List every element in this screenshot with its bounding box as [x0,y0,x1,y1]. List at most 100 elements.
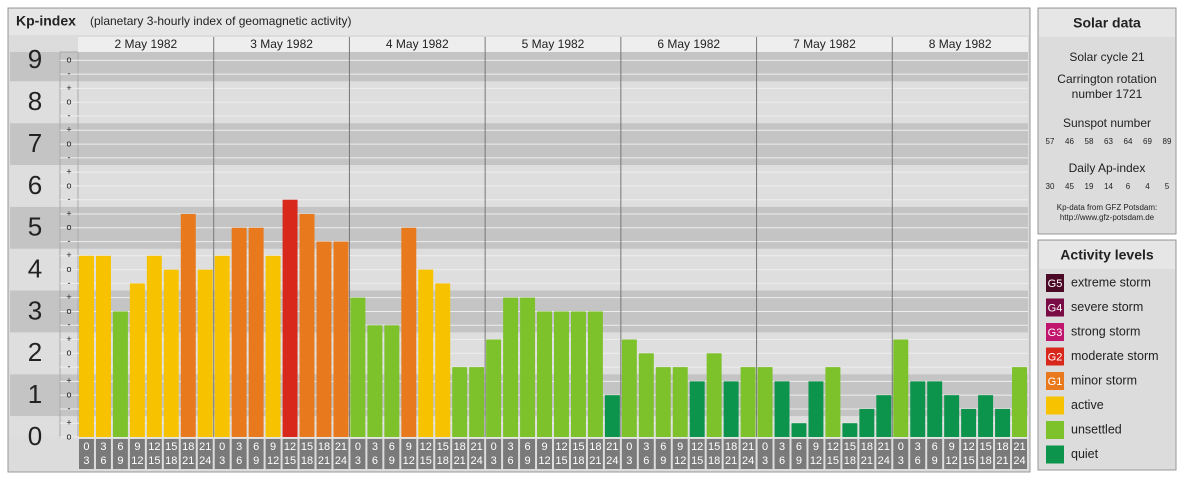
ap-value: 4 [1145,182,1150,191]
hour-from: 6 [796,441,802,453]
legend-swatch [1046,372,1064,390]
hour-box [655,439,671,469]
bar [774,381,790,437]
hour-from: 21 [1013,441,1025,453]
hour-box [876,439,892,469]
bar [723,381,739,437]
bar [791,423,807,437]
hour-to: 24 [742,455,754,467]
hour-to: 9 [932,455,938,467]
legend-code: G1 [1048,376,1063,388]
hour-box [554,439,569,469]
hour-box [299,439,315,469]
hour-to: 18 [165,455,177,467]
hour-box [825,439,841,469]
hour-from: 0 [762,441,768,453]
hour-box [401,439,417,469]
bar [757,367,773,437]
bar [197,269,213,437]
y-subtick-label: + [66,208,71,218]
hour-box [808,439,824,469]
chart-subtitle: (planetary 3-hourly index of geomagnetic… [90,14,351,28]
y-subtick-label: o [66,180,71,190]
hour-from: 12 [148,441,160,453]
hour-from: 3 [100,441,106,453]
hour-box [570,439,586,469]
hour-from: 9 [541,441,547,453]
hour-to: 9 [253,455,259,467]
sunspot-value: 58 [1085,137,1094,146]
hour-box [774,439,790,469]
hour-box [163,439,179,469]
hour-from: 6 [389,441,395,453]
bar [825,367,841,437]
hour-to: 12 [131,455,143,467]
legend-label: minor storm [1071,373,1137,387]
hour-to: 15 [963,455,975,467]
bar [299,213,315,437]
hour-box [79,439,94,469]
hour-to: 18 [844,455,856,467]
hour-to: 9 [660,455,666,467]
hour-from: 15 [708,441,720,453]
bar [995,408,1011,437]
bar [961,408,977,437]
y-subtick-label: + [66,376,71,386]
y-subtick-label: - [68,320,71,330]
hour-box [978,439,994,469]
bar [706,353,722,437]
bar [452,367,468,437]
legend-swatch [1046,396,1064,415]
hour-to: 15 [148,455,160,467]
hour-from: 21 [199,441,211,453]
hour-box [791,439,807,469]
hour-box [146,439,162,469]
hour-from: 12 [420,441,432,453]
bar [587,311,603,437]
bar [927,381,943,437]
hour-to: 3 [491,455,497,467]
hour-from: 0 [83,441,89,453]
y-tick-label: 6 [28,170,42,200]
hour-to: 12 [267,455,279,467]
hour-from: 0 [898,441,904,453]
hour-box [587,439,603,469]
y-subtick-label: - [68,110,71,120]
hour-to: 24 [1013,455,1025,467]
bar [655,367,671,437]
hour-to: 21 [589,455,601,467]
hour-box [350,439,366,469]
date-header [485,37,621,52]
hour-to: 18 [301,455,313,467]
bar [1012,367,1027,437]
y-subtick-label: + [66,418,71,428]
bar [893,339,909,437]
hour-to: 18 [572,455,584,467]
date-label: 7 May 1982 [793,37,856,51]
hour-box [893,439,909,469]
bar [180,213,196,437]
hour-box [757,439,773,469]
bar [910,381,926,437]
y-subtick-label: o [66,348,71,358]
hour-from: 12 [963,441,975,453]
legend-swatch [1046,445,1064,464]
bar [350,297,366,437]
y-subtick-label: o [66,431,71,441]
hour-from: 18 [454,441,466,453]
bar [333,241,349,437]
hour-to: 18 [708,455,720,467]
hour-box [604,439,620,469]
date-header [892,37,1028,52]
hour-box [214,439,230,469]
sunspot-value: 69 [1143,137,1152,146]
bar [520,297,536,437]
hour-from: 6 [932,441,938,453]
hour-to: 6 [508,455,514,467]
date-label: 6 May 1982 [657,37,720,51]
hour-box [961,439,977,469]
hour-box [384,439,400,469]
title-bar [9,9,1029,35]
date-header [349,37,486,52]
